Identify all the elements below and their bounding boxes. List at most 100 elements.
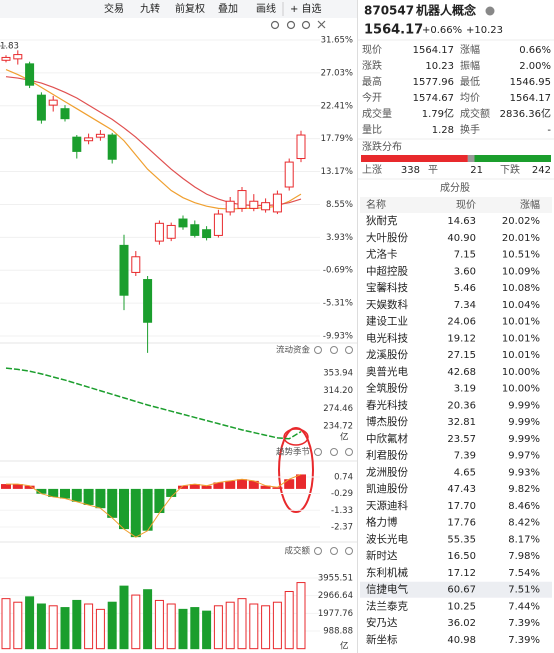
stock-price[interactable]: 27.15 — [447, 350, 476, 361]
stock-name[interactable]: 全筑股份 — [366, 382, 408, 395]
toolbar-item[interactable]: 九转 — [140, 2, 160, 15]
stock-change[interactable]: 10.09% — [502, 266, 540, 277]
stock-price[interactable]: 32.81 — [447, 417, 476, 428]
toolbar-item[interactable]: 画线 — [256, 2, 276, 15]
stock-change[interactable]: 10.00% — [502, 384, 540, 395]
stock-price[interactable]: 7.34 — [454, 300, 476, 311]
stock-price[interactable]: 16.50 — [447, 551, 476, 562]
stock-price[interactable]: 36.02 — [447, 618, 476, 629]
stock-name[interactable]: 天源迪科 — [366, 499, 408, 512]
stock-change[interactable]: 9.97% — [508, 451, 540, 462]
panel-icon[interactable] — [345, 448, 353, 456]
stock-change[interactable]: 8.46% — [508, 501, 540, 512]
stock-change[interactable]: 10.51% — [502, 250, 540, 261]
stock-name[interactable]: 天娱数科 — [366, 298, 408, 311]
panel-icon[interactable] — [314, 547, 322, 555]
stock-name[interactable]: 龙洲股份 — [366, 465, 408, 478]
stock-name[interactable]: 利君股份 — [366, 450, 408, 462]
panel-icon[interactable] — [314, 448, 322, 456]
stock-name[interactable]: 建设工业 — [366, 315, 408, 328]
stock-name[interactable]: 波长光电 — [366, 532, 408, 545]
stock-name[interactable]: 博杰股份 — [366, 415, 408, 428]
stock-price[interactable]: 40.90 — [447, 233, 476, 244]
stock-name[interactable]: 春光科技 — [366, 398, 408, 411]
stock-change[interactable]: 9.93% — [508, 467, 540, 478]
stock-price[interactable]: 10.25 — [447, 601, 476, 612]
stock-name[interactable]: 尤洛卡 — [366, 248, 398, 261]
stock-name[interactable]: 奥普光电 — [366, 365, 408, 378]
refresh-icon[interactable] — [270, 20, 280, 30]
stock-price[interactable]: 17.12 — [447, 568, 476, 579]
stock-change[interactable]: 7.54% — [508, 568, 540, 579]
stock-change[interactable]: 9.99% — [508, 417, 540, 428]
panel-icon[interactable] — [314, 346, 322, 354]
close-icon[interactable] — [317, 20, 326, 29]
stock-name[interactable]: 东利机械 — [366, 566, 408, 579]
stock-change[interactable]: 7.51% — [508, 585, 540, 596]
chart-tools[interactable] — [270, 20, 326, 30]
stock-change[interactable]: 9.99% — [508, 400, 540, 411]
panel-icon[interactable] — [330, 448, 338, 456]
stock-name[interactable]: 龙溪股份 — [366, 348, 408, 361]
stock-price[interactable]: 24.06 — [447, 317, 476, 328]
stock-name[interactable]: 电光科技 — [366, 331, 408, 344]
stock-price[interactable]: 42.68 — [447, 367, 476, 378]
stock-price[interactable]: 20.36 — [447, 400, 476, 411]
stock-name[interactable]: 大叶股份 — [366, 231, 408, 244]
toolbar-item[interactable]: 交易 — [104, 2, 124, 15]
stock-change[interactable]: 10.08% — [502, 283, 540, 294]
stock-name[interactable]: 凯迪股份 — [366, 482, 408, 495]
stock-price[interactable]: 19.12 — [447, 333, 476, 344]
stock-change[interactable]: 10.04% — [502, 300, 540, 311]
stock-change[interactable]: 20.01% — [502, 233, 540, 244]
stock-change[interactable]: 10.00% — [502, 367, 540, 378]
y-tick-label: -0.69% — [323, 266, 353, 276]
stock-name[interactable]: 安乃达 — [366, 616, 398, 629]
toolbar-item[interactable]: + 自选 — [290, 2, 322, 15]
stock-price[interactable]: 3.60 — [454, 266, 476, 277]
stock-price[interactable]: 7.15 — [454, 250, 476, 261]
stock-name[interactable]: 宝馨科技 — [366, 281, 408, 294]
stock-change[interactable]: 9.82% — [508, 484, 540, 495]
stock-price[interactable]: 14.63 — [447, 216, 476, 227]
stock-price[interactable]: 23.57 — [447, 434, 476, 445]
stock-price[interactable]: 7.39 — [454, 451, 476, 462]
stock-change[interactable]: 10.01% — [502, 333, 540, 344]
zoom-out-icon[interactable] — [301, 20, 311, 30]
stock-price[interactable]: 55.35 — [447, 534, 476, 545]
stock-price[interactable]: 17.76 — [447, 518, 476, 529]
zoom-in-icon[interactable] — [286, 20, 296, 30]
stock-price[interactable]: 60.67 — [447, 585, 476, 596]
stock-change[interactable]: 8.17% — [508, 534, 540, 545]
stock-change[interactable]: 8.42% — [508, 518, 540, 529]
toolbar-item[interactable]: 前复权 — [175, 2, 205, 15]
panel-icon[interactable] — [345, 547, 353, 555]
stock-name[interactable]: 中欣氟材 — [366, 432, 408, 445]
stock-price[interactable]: 40.98 — [447, 635, 476, 646]
panel-icon[interactable] — [345, 346, 353, 354]
stock-change[interactable]: 10.01% — [502, 350, 540, 361]
stock-change[interactable]: 20.02% — [502, 216, 540, 227]
stock-change[interactable]: 7.39% — [508, 635, 540, 646]
stock-change[interactable]: 10.01% — [502, 317, 540, 328]
stock-name[interactable]: 狄耐克 — [366, 214, 398, 227]
stock-price[interactable]: 47.43 — [447, 484, 476, 495]
stock-price[interactable]: 17.70 — [447, 501, 476, 512]
stock-price[interactable]: 5.46 — [454, 283, 476, 294]
stock-name[interactable]: 格力博 — [366, 516, 398, 529]
toolbar-item[interactable]: 叠加 — [218, 3, 238, 15]
stock-price[interactable]: 3.19 — [454, 384, 476, 395]
stock-name[interactable]: 信捷电气 — [366, 583, 408, 596]
stock-name[interactable]: 法兰泰克 — [366, 599, 408, 612]
stock-price[interactable]: 4.65 — [454, 467, 476, 478]
stock-name[interactable]: 新时达 — [366, 549, 398, 562]
info-icon[interactable] — [485, 6, 495, 16]
stock-name[interactable]: 中超控股 — [366, 264, 408, 277]
stock-change[interactable]: 7.39% — [508, 618, 540, 629]
stock-name[interactable]: 新坐标 — [366, 633, 398, 646]
panel-icon[interactable] — [330, 547, 338, 555]
stock-change[interactable]: 9.99% — [508, 434, 540, 445]
stock-change[interactable]: 7.44% — [508, 601, 540, 612]
stock-change[interactable]: 7.98% — [508, 551, 540, 562]
panel-icon[interactable] — [330, 346, 338, 354]
